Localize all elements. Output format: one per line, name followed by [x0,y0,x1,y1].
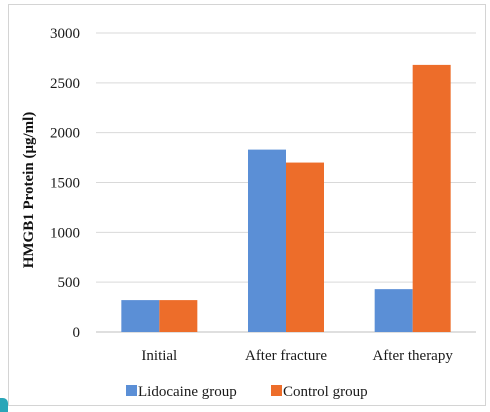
bar-lidocaine-group-after-fracture [248,149,286,332]
x-tick-label: After fracture [245,348,327,364]
y-tick-label: 2000 [50,126,80,142]
bar-lidocaine-group-initial [121,300,160,332]
bar-lidocaine-group-after-therapy [374,289,413,332]
bars [121,64,451,332]
bar-control-group-after-fracture [286,162,324,332]
corner-mark [0,398,8,412]
bar-control-group-initial [159,300,198,332]
y-axis-ticks: 0 500 1000 1500 2000 2500 3000 [50,26,80,341]
y-axis-label: HMGB1 Protein (μg/ml) [21,112,37,269]
y-tick-label: 1000 [50,225,80,241]
y-tick-label: 0 [73,325,81,341]
legend-label: Control group [283,384,368,400]
legend-swatch [271,385,282,396]
x-tick-label: After therapy [372,348,453,364]
y-tick-label: 3000 [50,26,80,42]
x-axis-ticks: Initial After fracture After therapy [141,348,453,364]
legend: Lidocaine group Control group [126,384,368,400]
chart-frame [8,4,486,406]
x-tick-label: Initial [141,348,177,364]
legend-swatch [126,385,137,396]
legend-label: Lidocaine group [138,384,237,400]
bar-control-group-after-therapy [412,64,451,332]
y-tick-label: 500 [58,275,81,291]
y-tick-label: 1500 [50,176,80,192]
y-tick-label: 2500 [50,76,80,92]
